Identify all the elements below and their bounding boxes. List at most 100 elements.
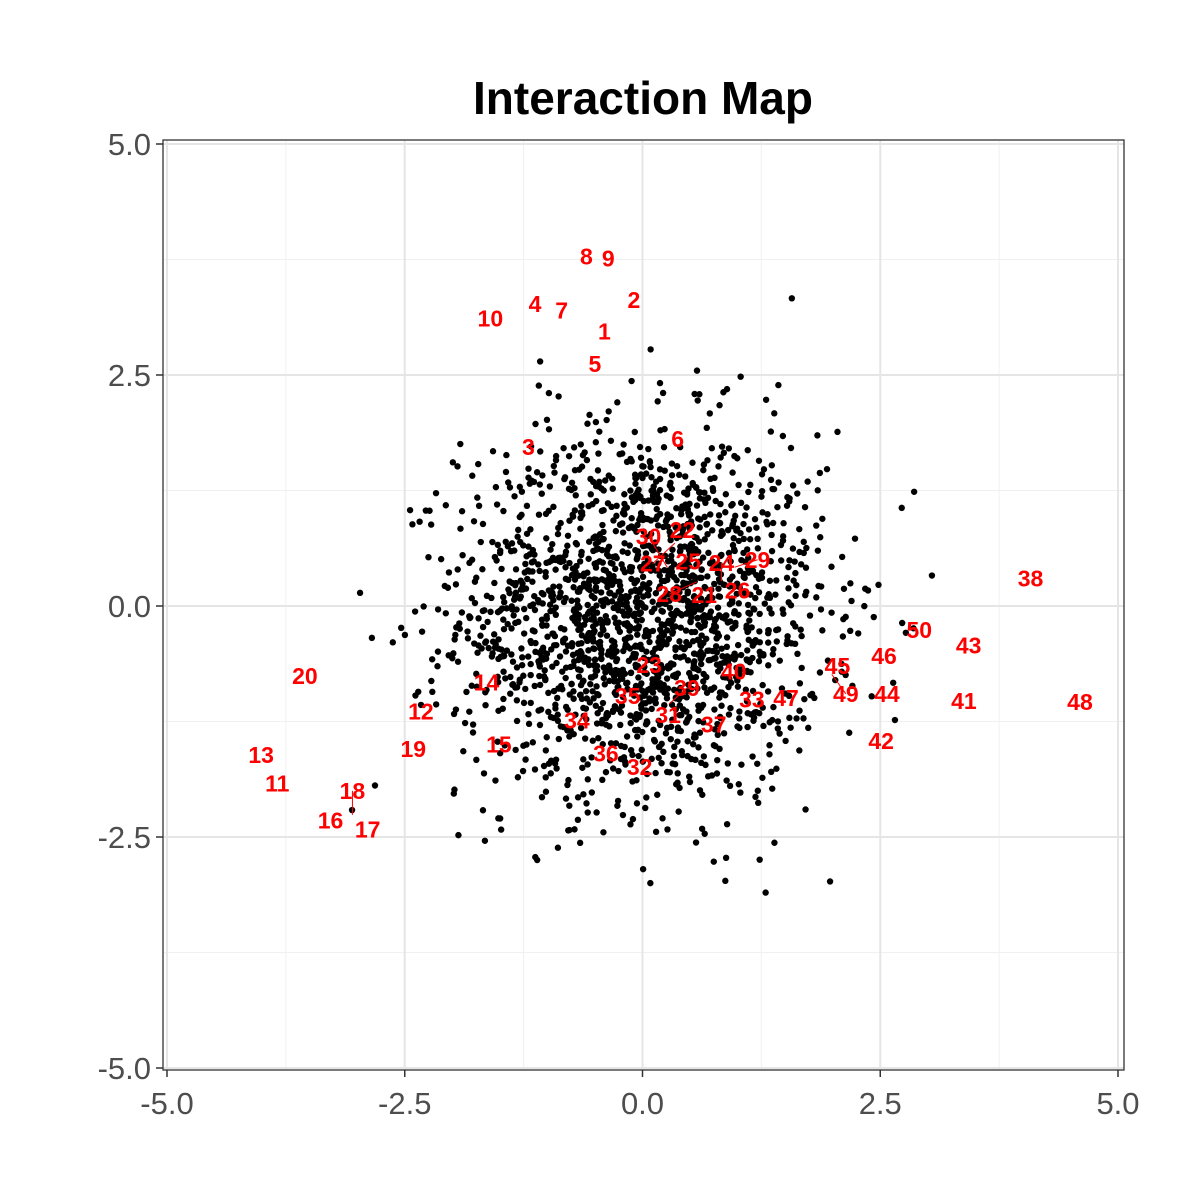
data-point	[665, 635, 673, 643]
data-point	[712, 643, 720, 650]
data-point	[634, 733, 641, 740]
data-point	[686, 669, 693, 677]
data-point	[621, 670, 629, 677]
data-point	[803, 544, 810, 552]
data-point	[550, 607, 557, 614]
data-point	[737, 373, 744, 380]
data-point	[699, 554, 707, 561]
data-point	[492, 777, 499, 784]
data-point	[518, 645, 525, 652]
data-point	[492, 483, 500, 491]
data-point	[593, 683, 600, 690]
leader-line	[734, 559, 758, 568]
data-point	[589, 635, 597, 642]
data-point	[411, 608, 419, 615]
data-point	[543, 734, 550, 741]
data-point	[572, 539, 580, 547]
data-point	[729, 522, 736, 530]
data-point	[635, 674, 642, 681]
data-point	[783, 502, 791, 509]
data-point	[572, 492, 579, 499]
data-point	[639, 758, 647, 765]
data-point	[684, 738, 691, 745]
data-point	[425, 553, 432, 561]
data-point	[752, 636, 759, 644]
data-point	[469, 729, 477, 736]
data-point	[580, 756, 587, 763]
data-point	[557, 723, 564, 730]
point-label: 42	[868, 728, 894, 754]
data-point	[670, 686, 678, 694]
data-point	[593, 809, 600, 816]
data-point	[783, 574, 791, 582]
data-point	[628, 458, 635, 465]
data-point	[494, 608, 502, 616]
data-point	[654, 398, 661, 405]
data-point	[629, 654, 636, 661]
data-point	[617, 742, 625, 750]
data-point	[557, 682, 565, 690]
data-point	[571, 484, 578, 492]
data-point	[622, 761, 629, 768]
data-point	[760, 722, 767, 730]
data-point	[633, 594, 641, 601]
data-point	[661, 621, 668, 629]
data-point	[678, 711, 685, 719]
data-point	[562, 674, 569, 682]
data-point	[680, 489, 688, 496]
data-point	[520, 605, 528, 613]
data-point	[491, 579, 498, 587]
data-point	[616, 578, 623, 585]
data-point	[552, 705, 559, 712]
data-point	[646, 698, 653, 705]
data-point	[647, 879, 654, 887]
data-point	[574, 649, 581, 657]
data-point	[535, 382, 543, 389]
data-point	[627, 669, 635, 676]
data-point	[755, 799, 762, 807]
data-point	[454, 566, 461, 573]
data-point	[571, 467, 579, 474]
data-point	[685, 485, 692, 492]
data-point	[538, 616, 546, 623]
data-point	[546, 483, 554, 490]
data-point	[712, 497, 719, 505]
data-point	[702, 601, 709, 608]
data-point	[649, 657, 656, 665]
data-point	[789, 545, 797, 552]
data-point	[593, 662, 601, 670]
data-point	[512, 589, 520, 596]
data-point	[661, 567, 668, 574]
data-point	[655, 560, 662, 567]
point-label: 1	[598, 319, 611, 345]
data-point	[525, 720, 533, 728]
data-point	[562, 548, 570, 555]
data-point	[576, 604, 583, 611]
data-point	[685, 509, 692, 516]
data-point	[585, 631, 592, 638]
data-point	[672, 706, 679, 713]
data-point	[745, 609, 752, 617]
data-point	[693, 561, 700, 569]
data-point	[591, 656, 599, 664]
data-point	[542, 788, 550, 795]
data-point	[716, 519, 723, 527]
data-point	[578, 502, 585, 510]
data-point	[709, 527, 716, 534]
data-point	[501, 742, 508, 749]
data-point	[653, 505, 660, 513]
data-point	[704, 530, 711, 538]
data-point	[875, 581, 882, 589]
data-point	[678, 693, 686, 700]
data-point	[664, 515, 671, 523]
data-point	[633, 528, 640, 535]
data-point	[635, 486, 642, 493]
data-point	[464, 635, 472, 642]
data-point	[819, 627, 826, 634]
data-point	[676, 638, 683, 645]
data-point	[849, 682, 856, 690]
data-point	[536, 481, 544, 488]
data-point	[672, 674, 680, 681]
data-point	[592, 439, 600, 446]
data-point	[468, 556, 476, 563]
